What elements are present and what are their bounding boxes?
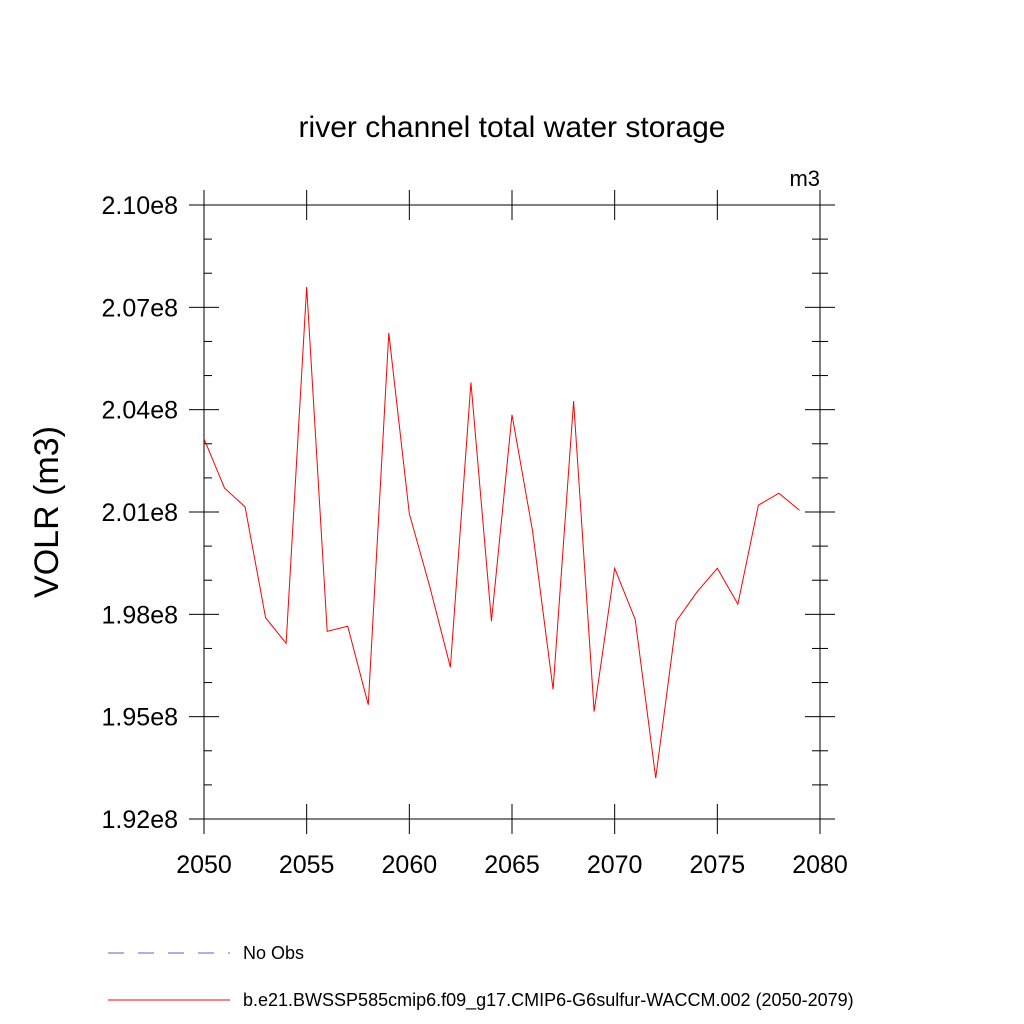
legend-label: b.e21.BWSSP585cmip6.f09_g17.CMIP6-G6sulf… <box>243 990 854 1011</box>
y-tick-label: 2.10e8 <box>102 192 178 220</box>
x-tick-label: 2050 <box>176 851 232 879</box>
plot-frame <box>203 204 821 820</box>
y-tick-label: 2.04e8 <box>102 397 178 425</box>
y-tick-label: 2.07e8 <box>102 294 178 322</box>
axis-ticks <box>189 190 835 834</box>
x-tick-label: 2080 <box>792 851 848 879</box>
series-line <box>203 286 800 779</box>
units-label: m3 <box>789 166 820 191</box>
y-axis-label: VOLR (m3) <box>28 426 66 598</box>
legend-label: No Obs <box>243 943 304 963</box>
x-tick-label: 2055 <box>279 851 335 879</box>
y-tick-label: 2.01e8 <box>102 499 178 527</box>
x-tick-label: 2060 <box>382 851 438 879</box>
axis-tick-labels: 2050 2055 2060 2065 2070 2075 2080 1.92e8 1.95e8… <box>102 192 848 879</box>
x-tick-label: 2070 <box>587 851 643 879</box>
x-tick-label: 2075 <box>690 851 746 879</box>
y-tick-label: 1.92e8 <box>102 806 178 834</box>
y-tick-label: 1.95e8 <box>102 704 178 732</box>
chart-title: river channel total water storage <box>299 111 726 144</box>
x-tick-label: 2065 <box>484 851 540 879</box>
legend: No Obs b.e21.BWSSP585cmip6.f09_g17.CMIP6-… <box>108 943 854 1011</box>
series-layer <box>203 286 800 779</box>
y-tick-label: 1.98e8 <box>102 601 178 629</box>
